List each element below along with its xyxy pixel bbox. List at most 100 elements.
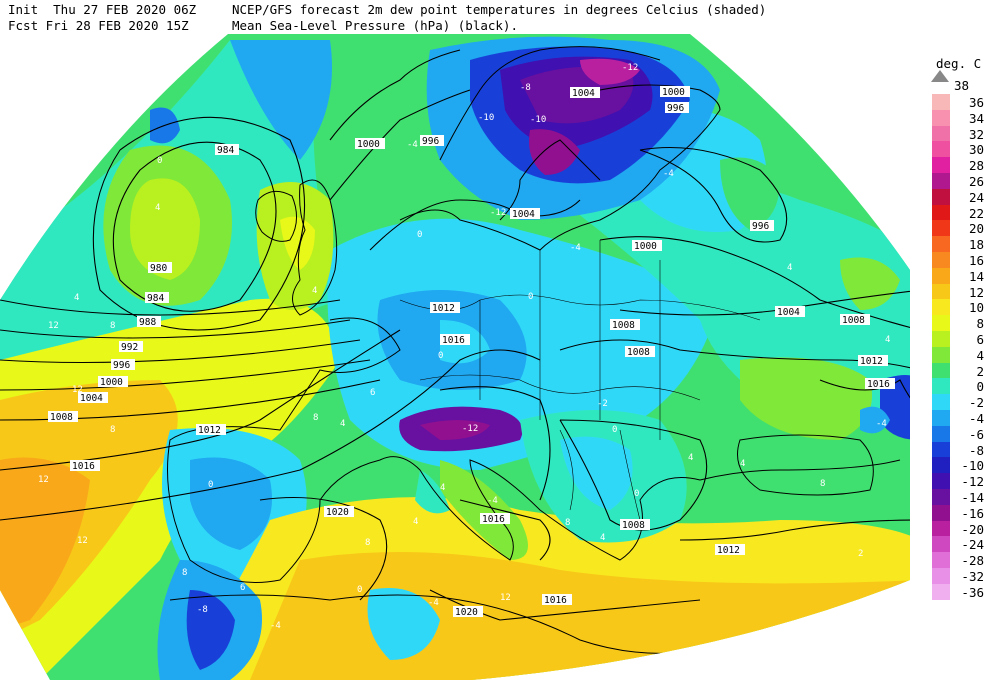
legend-swatch [932, 141, 950, 158]
legend-row: -14 [932, 489, 1000, 505]
dp-label: -10 [530, 115, 546, 125]
legend-swatch [932, 504, 950, 521]
legend-label: -36 [961, 584, 984, 600]
legend-label: -4 [968, 411, 984, 426]
legend-label: 30 [968, 142, 984, 158]
legend-row: 16 [932, 252, 1000, 268]
isobar-label: 1016 [865, 378, 895, 390]
dp-label: 4 [413, 517, 418, 527]
legend-swatch [932, 173, 950, 189]
isobar-labels: 984 980 984 988 992 996 1000 1004 1008 1… [48, 86, 895, 618]
legend-swatch [932, 299, 950, 316]
legend-swatch [932, 188, 950, 205]
isobar-label: 1012 [196, 424, 226, 436]
dp-label: 0 [417, 230, 422, 240]
legend-swatch [932, 568, 950, 584]
svg-text:1008: 1008 [627, 347, 650, 358]
legend-label: 6 [976, 332, 984, 347]
dp-label: 2 [858, 549, 863, 559]
dp-label: 8 [820, 479, 825, 489]
legend-label: 36 [968, 95, 984, 110]
legend-row: -16 [932, 504, 1000, 521]
legend-row: -4 [932, 410, 1000, 426]
legend-label: 12 [968, 284, 984, 300]
dp-label: 0 [438, 351, 443, 361]
dp-label: 0 [528, 292, 533, 302]
coastlines [167, 46, 901, 654]
isobars [0, 49, 910, 621]
isobar-label: 1008 [625, 346, 655, 358]
color-legend: deg. C 38 36 34 32 30 28 26 24 22 20 18 16 14 12 10 8 6… [924, 56, 1000, 616]
fcst-line: Fcst Fri 28 FEB 2020 15Z [8, 18, 189, 33]
legend-swatch [932, 394, 950, 411]
isobar-label: 996 [420, 135, 444, 147]
init-line: Init Thu 27 FEB 2020 06Z [8, 2, 197, 17]
legend-swatch [932, 267, 950, 284]
legend-swatch [932, 378, 950, 395]
legend-label: 16 [968, 253, 984, 268]
svg-text:1012: 1012 [198, 425, 221, 436]
legend-row: 36 [932, 94, 1000, 110]
legend-label: 4 [976, 347, 984, 363]
legend-swatch [932, 583, 950, 600]
dp-label: -4 [407, 140, 418, 150]
isobar-label: 1004 [510, 208, 540, 220]
legend-swatch [932, 252, 950, 268]
isobar-label: 1000 [660, 86, 690, 98]
legend-label: -8 [968, 442, 984, 458]
dp-label: 12 [77, 536, 88, 546]
svg-text:1016: 1016 [867, 379, 890, 390]
isobar-label: 1012 [715, 544, 745, 556]
legend-swatch [932, 520, 950, 537]
legend-label: 2 [976, 363, 984, 379]
dp-label: -2 [597, 399, 608, 409]
svg-text:996: 996 [422, 136, 439, 147]
legend-swatch [932, 346, 950, 363]
legend-row: 28 [932, 157, 1000, 174]
borders [399, 240, 761, 521]
legend-label: 34 [968, 110, 984, 126]
isobar-label: 1008 [620, 519, 650, 531]
svg-text:1020: 1020 [455, 607, 478, 618]
legend-label: 18 [968, 237, 984, 253]
dewpoint-labels: 0 4 4 8 12 12 8 4 0 -4 -8 -10 -12 -12 -1… [38, 63, 890, 631]
legend-swatch [932, 157, 950, 174]
dp-label: -12 [462, 424, 478, 434]
dp-label: 4 [688, 453, 693, 463]
legend-row: 6 [932, 331, 1000, 347]
isobar-label: 988 [137, 316, 161, 328]
legend-row: 18 [932, 236, 1000, 253]
svg-text:1016: 1016 [442, 335, 465, 346]
isobar-label: 1016 [70, 460, 100, 472]
dp-label: 4 [740, 459, 745, 469]
legend-label: 26 [968, 174, 984, 189]
svg-text:1012: 1012 [717, 545, 740, 556]
svg-text:1020: 1020 [326, 507, 349, 518]
legend-swatch [932, 425, 950, 442]
legend-row: -2 [932, 394, 1000, 411]
isobar-label: 1008 [48, 411, 78, 423]
dp-label: 12 [72, 385, 83, 395]
legend-row: -20 [932, 520, 1000, 537]
legend-overflow-triangle-icon [931, 70, 949, 82]
isobar-label: 984 [145, 292, 169, 304]
svg-text:1004: 1004 [512, 209, 535, 220]
legend-row: 8 [932, 315, 1000, 332]
legend-label: -20 [961, 521, 984, 537]
isobar-label: 996 [665, 102, 689, 114]
legend-swatch [932, 125, 950, 142]
svg-text:1012: 1012 [432, 303, 455, 314]
isobar-label: 984 [215, 144, 239, 156]
isobar-label: 1000 [98, 376, 128, 388]
svg-text:1016: 1016 [482, 514, 505, 525]
legend-row: 12 [932, 283, 1000, 300]
isobar-label: 1016 [440, 334, 470, 346]
svg-text:996: 996 [113, 360, 130, 371]
legend-swatch [932, 362, 950, 379]
legend-row: -10 [932, 457, 1000, 474]
isobar-label: 992 [119, 341, 143, 353]
dp-label: 6 [240, 583, 245, 593]
isobar-label: 1004 [78, 392, 108, 404]
legend-row: 4 [932, 346, 1000, 363]
legend-label: -32 [961, 569, 984, 584]
